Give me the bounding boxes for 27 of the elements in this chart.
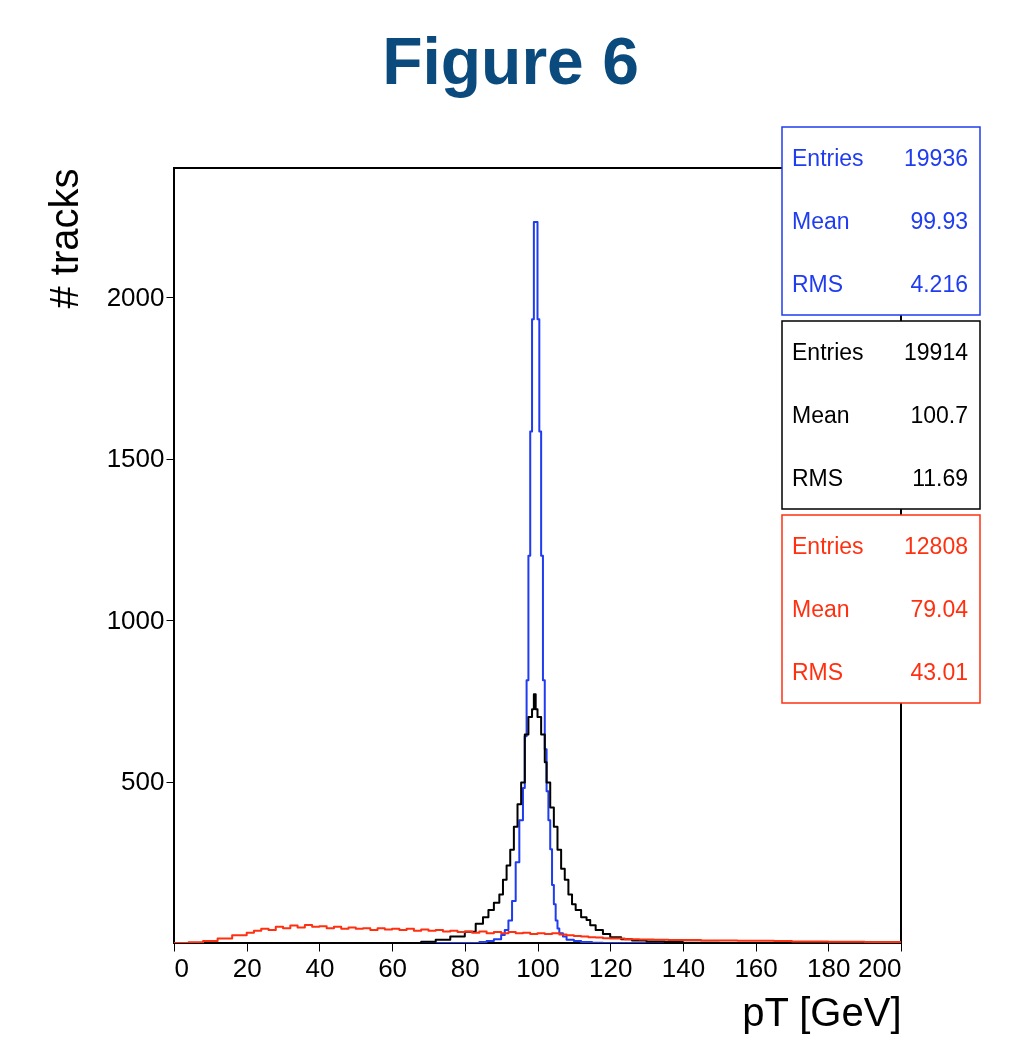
x-tick-label: 100 <box>516 952 560 983</box>
y-tick-label: 1000 <box>106 604 165 635</box>
x-tick-label: 80 <box>450 952 480 983</box>
x-tick-label: 40 <box>305 952 335 983</box>
text: Entries 12808 <box>792 533 968 559</box>
text: Mean 99.93 <box>792 208 968 234</box>
x-tick-label: 120 <box>589 952 633 983</box>
chart-title: Figure 6 <box>382 24 639 99</box>
text: Entries 19914 <box>792 339 968 365</box>
x-tick-label: 160 <box>734 952 778 983</box>
x-tick-label: 180 <box>807 952 851 983</box>
x-tick-label: 20 <box>232 952 262 983</box>
y-axis-title: # tracks <box>41 168 86 309</box>
text: Mean 79.04 <box>792 596 968 622</box>
y-tick-label: 1500 <box>106 443 165 474</box>
x-tick-label: 0 <box>174 952 189 983</box>
y-tick-label: 2000 <box>106 281 165 312</box>
y-tick-label: 500 <box>121 766 165 797</box>
x-tick-label: 200 <box>858 952 902 983</box>
text: Entries 19936 <box>792 145 968 171</box>
text: RMS 11.69 <box>792 465 968 491</box>
text: Mean 100.7 <box>792 402 968 428</box>
x-tick-label: 140 <box>661 952 706 983</box>
x-tick-label: 60 <box>378 952 408 983</box>
x-axis-title: pT [GeV] <box>742 989 902 1034</box>
text: RMS 4.216 <box>792 271 968 297</box>
text: RMS 43.01 <box>792 659 968 685</box>
